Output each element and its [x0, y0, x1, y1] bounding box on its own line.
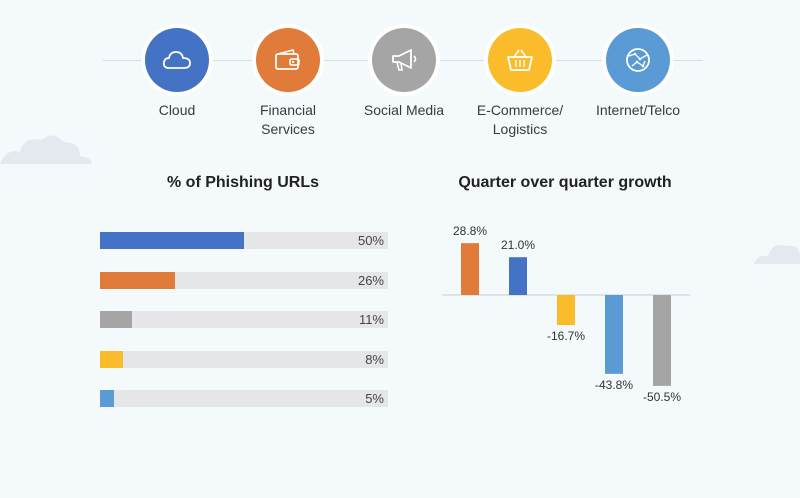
phishing-bar-value-label: 50%: [357, 233, 384, 248]
cloud-decoration-right: [754, 245, 800, 264]
phishing-bar: [100, 350, 124, 368]
category-financial-services: Financial Services: [228, 28, 348, 139]
megaphone-icon: [392, 49, 417, 71]
phishing-bar-value-label: 5%: [365, 391, 384, 406]
cloud-icon: [162, 51, 191, 69]
phishing-bar-track: 5%: [100, 390, 388, 407]
phishing-bar-track: 50%: [100, 232, 388, 249]
wallet-icon: [275, 49, 300, 70]
category-label: E-Commerce/ Logistics: [476, 102, 564, 137]
category-internet-telco: Internet/Telco: [578, 28, 698, 120]
category-circle: [256, 28, 320, 92]
category-label: Financial Services: [259, 102, 317, 137]
category-cloud: Cloud: [117, 28, 237, 120]
growth-bar: [509, 257, 527, 295]
growth-bar-value-label: 28.8%: [453, 224, 487, 238]
category-circle: [488, 28, 552, 92]
growth-bar: [605, 295, 623, 374]
growth-bar: [461, 243, 479, 295]
basket-icon: [507, 49, 533, 71]
phishing-bar-track: 11%: [100, 311, 388, 328]
phishing-bar: [100, 232, 244, 249]
globe-icon: [626, 48, 650, 72]
growth-bar-value-label: -50.5%: [643, 390, 681, 404]
phishing-chart-title: % of Phishing URLs: [167, 174, 319, 191]
category-circle: [372, 28, 436, 92]
phishing-bar-value-label: 8%: [365, 351, 384, 367]
cloud-decoration-left: [0, 135, 92, 164]
phishing-bar: [100, 271, 175, 289]
phishing-bar-value-label: 11%: [358, 312, 384, 327]
category-circle: [606, 28, 670, 92]
category-label: Internet/Telco: [595, 102, 681, 118]
phishing-bar-track: 26%: [100, 271, 388, 289]
phishing-bar-value-label: 26%: [357, 272, 384, 288]
phishing-bar: [100, 311, 132, 328]
growth-bar-value-label: -16.7%: [547, 329, 585, 343]
growth-bar-value-label: 21.0%: [501, 238, 535, 252]
growth-bar: [653, 295, 671, 386]
category-circle: [145, 28, 209, 92]
growth-bar-chart: 28.8% 21.0% -16.7% -43.8% -50.5%: [442, 224, 690, 404]
growth-bar: [557, 295, 575, 326]
category-social-media: Social Media: [344, 28, 464, 120]
category-label: Social Media: [363, 102, 445, 118]
growth-bar-value-label: -43.8%: [595, 378, 633, 392]
category-ecommerce-logistics: E-Commerce/ Logistics: [460, 28, 580, 139]
phishing-bar-track: 8%: [100, 350, 388, 368]
phishing-bar: [100, 390, 115, 407]
growth-chart-title: Quarter over quarter growth: [458, 174, 672, 191]
category-label: Cloud: [158, 102, 196, 118]
